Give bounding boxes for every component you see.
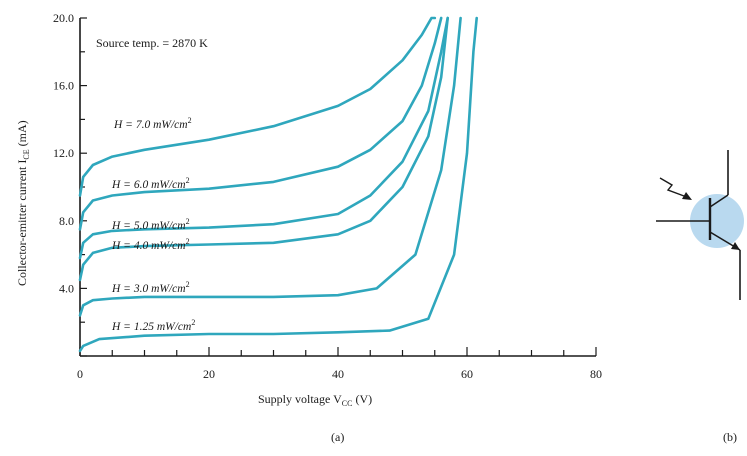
symbol-highlight-circle xyxy=(690,194,744,248)
x-tick-label: 80 xyxy=(590,367,602,381)
x-axis-label-unit: (V) xyxy=(352,392,372,406)
curve-label-superscript: 2 xyxy=(186,176,190,185)
collector-diagonal xyxy=(709,194,729,208)
x-tick-label: 20 xyxy=(203,367,215,381)
curve-label-superscript: 2 xyxy=(186,217,190,226)
curve-label-superscript: 2 xyxy=(188,116,192,125)
curve-label: H = 6.0 mW/cm2 xyxy=(111,176,190,191)
x-tick-label: 60 xyxy=(461,367,473,381)
curve-label: H = 7.0 mW/cm2 xyxy=(113,116,192,131)
curve-1 xyxy=(78,16,437,197)
emitter-arrow-icon xyxy=(731,242,740,250)
x-tick-label: 40 xyxy=(332,367,344,381)
curve-3 xyxy=(78,16,449,260)
curve-label-text: H = 4.0 mW/cm xyxy=(111,240,186,252)
subfigure-label-b: (b) xyxy=(723,430,737,444)
source-temp-annotation: Source temp. = 2870 K xyxy=(96,36,208,50)
y-axis-label-sub: CE xyxy=(22,149,31,159)
x-axis-label-sub: CC xyxy=(342,399,353,408)
curve-label: H = 1.25 mW/cm2 xyxy=(111,318,195,333)
y-tick-label: 20.0 xyxy=(53,11,74,25)
curve-label-text: H = 1.25 mW/cm xyxy=(111,321,191,333)
light-ray-arrowhead-icon xyxy=(682,192,692,200)
phototransistor-symbol: (b) xyxy=(656,150,744,444)
curve-6 xyxy=(78,16,478,353)
y-axis-label-main: Collector-emitter current I xyxy=(15,160,29,286)
y-tick-label: 12.0 xyxy=(53,146,74,160)
curve-2 xyxy=(78,16,443,231)
y-axis-label: Collector-emitter current ICE (mA) xyxy=(15,120,31,286)
curves xyxy=(78,16,478,353)
ticks: 0 20 40 60 80 4.0 8.0 12.0 16.0 20.0 xyxy=(53,11,602,381)
curve-label: H = 3.0 mW/cm2 xyxy=(111,280,190,295)
x-axis-label-main: Supply voltage V xyxy=(258,392,342,406)
curve-label-text: H = 5.0 mW/cm xyxy=(111,220,186,232)
curve-5 xyxy=(78,16,462,317)
curve-label-text: H = 6.0 mW/cm xyxy=(111,179,186,191)
curve-4 xyxy=(78,16,449,282)
light-ray-icon xyxy=(659,177,685,197)
y-tick-label: 16.0 xyxy=(53,79,74,93)
curve-label-superscript: 2 xyxy=(186,237,190,246)
curve-label-text: H = 7.0 mW/cm xyxy=(113,119,188,131)
y-tick-label: 4.0 xyxy=(59,281,74,295)
curve-label-superscript: 2 xyxy=(186,280,190,289)
plot-area: 0 20 40 60 80 4.0 8.0 12.0 16.0 20.0 H = 7.0 mW/c… xyxy=(15,11,602,444)
curve-label: H = 4.0 mW/cm2 xyxy=(111,237,190,252)
curve-label: H = 5.0 mW/cm2 xyxy=(111,217,190,232)
curve-label-superscript: 2 xyxy=(191,318,195,327)
subfigure-label-a: (a) xyxy=(331,430,344,444)
y-axis-label-unit: (mA) xyxy=(15,120,29,149)
y-tick-label: 8.0 xyxy=(59,214,74,228)
curve-label-text: H = 3.0 mW/cm xyxy=(111,283,186,295)
x-axis-label: Supply voltage VCC (V) xyxy=(258,392,372,408)
x-tick-label: 0 xyxy=(77,367,83,381)
